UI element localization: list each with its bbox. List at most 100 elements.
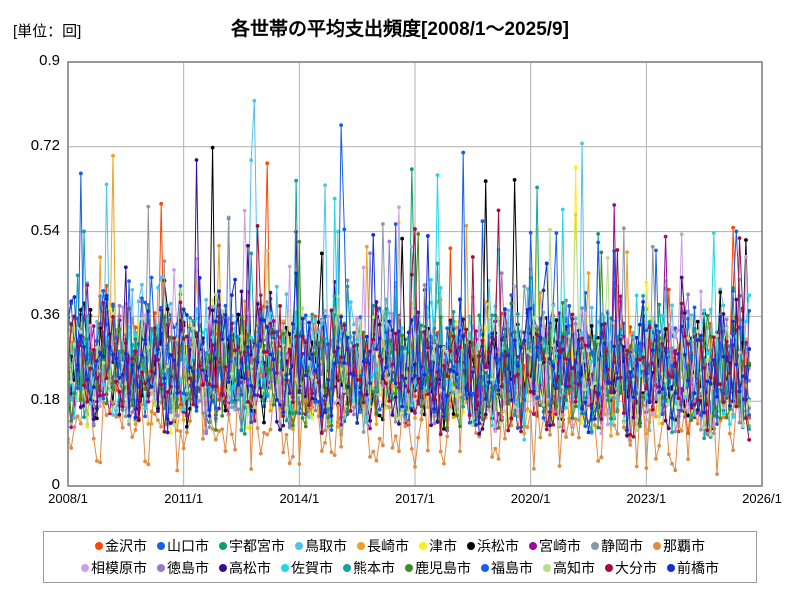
series-marker xyxy=(702,436,707,441)
series-marker xyxy=(184,430,189,435)
series-marker xyxy=(72,295,77,299)
series-marker xyxy=(281,414,286,419)
legend-label: 鹿児島市 xyxy=(415,560,471,576)
series-marker xyxy=(711,358,716,363)
series-marker xyxy=(747,361,752,366)
series-marker xyxy=(734,404,739,409)
series-marker xyxy=(101,382,106,387)
legend-marker-icon xyxy=(343,564,351,572)
legend-item-佐賀市[interactable]: 佐賀市 xyxy=(281,561,333,575)
legend-item-山口市[interactable]: 山口市 xyxy=(157,539,209,553)
series-marker xyxy=(679,324,684,329)
series-marker xyxy=(291,454,295,459)
legend-item-鳥取市[interactable]: 鳥取市 xyxy=(295,539,347,553)
series-marker xyxy=(673,335,678,339)
series-marker xyxy=(313,345,318,350)
legend-item-静岡市[interactable]: 静岡市 xyxy=(591,539,643,553)
series-marker xyxy=(159,331,164,336)
series-marker xyxy=(695,421,700,426)
series-marker xyxy=(210,426,215,431)
series-marker xyxy=(284,418,289,423)
series-marker xyxy=(194,409,199,413)
legend-item-鹿児島市[interactable]: 鹿児島市 xyxy=(405,561,471,575)
series-marker xyxy=(644,466,649,470)
series-marker xyxy=(744,319,748,324)
series-marker xyxy=(554,403,559,408)
legend-item-浜松市[interactable]: 浜松市 xyxy=(467,539,519,553)
series-marker xyxy=(130,435,135,439)
series-marker xyxy=(149,369,154,374)
series-marker xyxy=(255,426,260,431)
series-marker xyxy=(352,322,356,327)
series-marker xyxy=(422,283,427,287)
series-marker xyxy=(143,414,148,419)
series-marker xyxy=(197,363,202,368)
series-marker xyxy=(287,410,292,415)
series-marker xyxy=(281,343,286,348)
series-marker xyxy=(143,387,148,391)
legend-label: 福島市 xyxy=(491,560,533,576)
legend-item-那覇市[interactable]: 那覇市 xyxy=(653,539,705,553)
series-marker xyxy=(564,398,568,402)
legend-item-金沢市[interactable]: 金沢市 xyxy=(95,539,147,553)
series-marker xyxy=(291,423,295,428)
series-marker xyxy=(107,388,112,393)
legend-item-熊本市[interactable]: 熊本市 xyxy=(343,561,395,575)
series-marker xyxy=(689,318,694,322)
legend-item-高知市[interactable]: 高知市 xyxy=(543,561,595,575)
legend-item-高松市[interactable]: 高松市 xyxy=(219,561,271,575)
series-marker xyxy=(255,360,260,365)
series-marker xyxy=(435,420,440,424)
legend-item-福島市[interactable]: 福島市 xyxy=(481,561,533,575)
series-marker xyxy=(332,349,337,354)
legend-item-前橋市[interactable]: 前橋市 xyxy=(667,561,719,575)
legend-item-大分市[interactable]: 大分市 xyxy=(605,561,657,575)
series-marker xyxy=(72,342,77,346)
legend-item-長崎市[interactable]: 長崎市 xyxy=(357,539,409,553)
series-marker xyxy=(705,432,710,437)
legend-item-徳島市[interactable]: 徳島市 xyxy=(157,561,209,575)
series-marker xyxy=(226,380,231,384)
series-marker xyxy=(596,336,601,340)
series-marker xyxy=(229,399,234,404)
series-marker xyxy=(374,367,379,372)
series-marker xyxy=(393,381,398,386)
series-marker xyxy=(130,317,135,321)
series-marker xyxy=(323,183,327,188)
series-marker xyxy=(596,339,601,343)
series-marker xyxy=(499,384,504,389)
series-marker xyxy=(705,428,710,433)
series-marker xyxy=(114,414,119,419)
series-marker xyxy=(724,415,729,420)
legend-item-宇都宮市[interactable]: 宇都宮市 xyxy=(219,539,285,553)
series-marker xyxy=(721,400,726,405)
series-marker xyxy=(120,425,125,430)
series-marker xyxy=(419,323,424,328)
series-marker xyxy=(474,329,478,334)
series-marker xyxy=(560,207,565,212)
series-marker xyxy=(634,363,639,368)
series-marker xyxy=(111,153,115,158)
series-marker xyxy=(319,449,324,453)
series-marker xyxy=(425,376,430,380)
series-marker xyxy=(313,351,318,355)
legend-item-津市[interactable]: 津市 xyxy=(419,539,457,553)
series-marker xyxy=(621,334,626,339)
series-marker xyxy=(512,374,517,379)
series-marker xyxy=(727,422,732,427)
legend-item-相模原市[interactable]: 相模原市 xyxy=(81,561,147,575)
series-marker xyxy=(480,338,485,343)
series-marker xyxy=(438,297,443,302)
series-marker xyxy=(204,297,209,302)
series-marker xyxy=(535,391,539,396)
series-marker xyxy=(95,376,99,381)
series-marker xyxy=(342,227,347,232)
series-marker xyxy=(75,326,80,331)
series-marker xyxy=(178,288,183,293)
series-marker xyxy=(149,384,154,389)
series-marker xyxy=(570,329,575,334)
series-marker xyxy=(95,385,99,390)
legend-item-宮崎市[interactable]: 宮崎市 xyxy=(529,539,581,553)
series-marker xyxy=(682,311,687,316)
